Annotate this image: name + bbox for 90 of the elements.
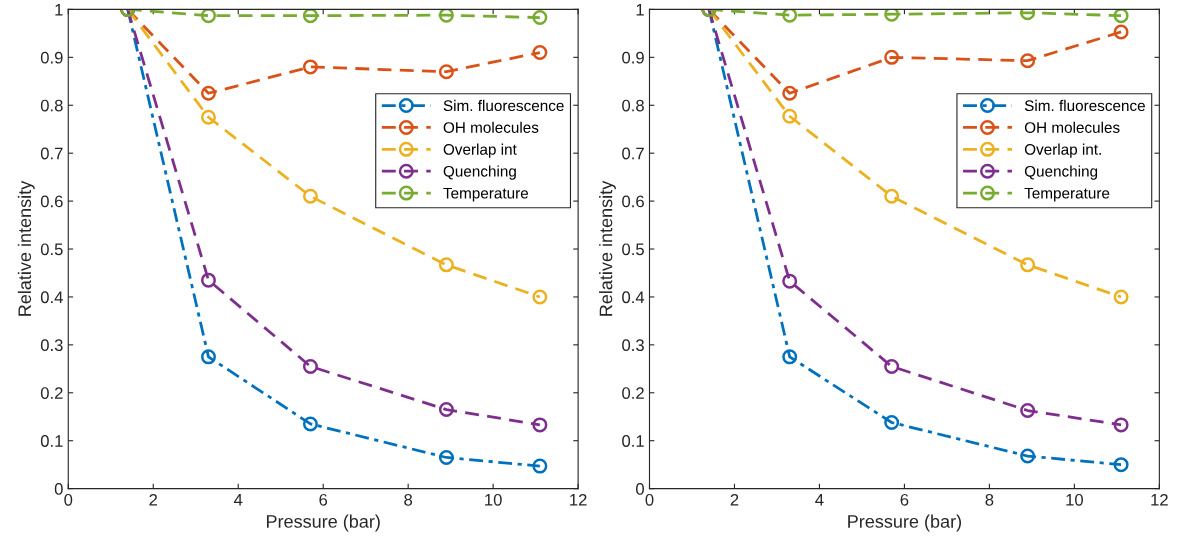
y-tick-label: 0.8 xyxy=(40,99,63,112)
legend-label: Overlap int xyxy=(443,143,517,158)
y-tick-label: 0.4 xyxy=(40,291,63,304)
point xyxy=(782,349,798,365)
point xyxy=(200,85,216,101)
point xyxy=(532,10,548,26)
point xyxy=(884,358,900,374)
point xyxy=(302,188,318,204)
point xyxy=(884,49,900,65)
x-tick-label: 4 xyxy=(815,494,824,506)
point xyxy=(200,9,216,24)
point xyxy=(532,289,548,305)
y-axis-title: Relative intensity xyxy=(599,180,616,316)
x-tick-label: 2 xyxy=(149,493,158,506)
y-tick-label: 0.5 xyxy=(622,243,644,256)
y-tick-label: 0 xyxy=(636,483,644,495)
point xyxy=(1020,448,1036,464)
legend-label: Overlap int. xyxy=(1024,143,1101,158)
legend-label: OH molecules xyxy=(1024,121,1120,133)
point xyxy=(1020,9,1036,21)
point xyxy=(1020,403,1036,419)
y-tick-label: 0.1 xyxy=(622,435,644,447)
point xyxy=(1020,257,1036,273)
point xyxy=(438,257,454,273)
y-tick-label: 0.4 xyxy=(622,291,645,304)
y-tick-label: 0.6 xyxy=(622,195,644,208)
point xyxy=(438,64,454,80)
y-tick-label: 0.2 xyxy=(622,387,644,399)
x-tick-label: 12 xyxy=(1151,493,1168,506)
point xyxy=(200,109,216,125)
point xyxy=(1113,457,1129,473)
x-tick-label: 2 xyxy=(730,493,739,506)
point xyxy=(1113,24,1129,40)
x-tick-label: 10 xyxy=(485,493,502,506)
legend-label: Sim. fluorescence xyxy=(443,99,564,112)
point xyxy=(532,45,548,61)
point xyxy=(438,9,454,23)
y-tick-label: 1 xyxy=(636,3,644,16)
x-tick-label: 0 xyxy=(645,493,654,506)
point xyxy=(782,108,798,124)
y-tick-label: 0.9 xyxy=(40,51,63,64)
point xyxy=(1113,9,1129,24)
y-tick-label: 0 xyxy=(54,483,63,495)
y-tick-label: 0.5 xyxy=(40,243,63,256)
y-tick-label: 0.6 xyxy=(40,195,63,208)
point xyxy=(884,415,900,430)
x-tick-label: 6 xyxy=(319,493,328,506)
x-tick-label: 0 xyxy=(64,493,73,506)
y-tick-label: 0.8 xyxy=(622,99,644,112)
point xyxy=(302,9,318,24)
x-axis-title: Pressure (bar) xyxy=(848,514,961,532)
legend-label: Sim. fluorescence xyxy=(1024,99,1145,112)
x-tick-label: 12 xyxy=(570,493,587,506)
point xyxy=(1020,53,1036,69)
legend-label: Quenching xyxy=(443,165,516,180)
point xyxy=(532,458,548,474)
x-tick-label: 8 xyxy=(985,493,994,506)
y-tick-label: 0.7 xyxy=(622,147,644,160)
x-tick-label: 6 xyxy=(900,493,909,506)
point xyxy=(1113,289,1129,305)
legend-label: Quenching xyxy=(1024,165,1098,180)
x-tick-label: 8 xyxy=(404,493,413,506)
point xyxy=(302,59,318,75)
point xyxy=(782,85,798,101)
y-tick-label: 0.2 xyxy=(40,387,63,399)
y-tick-label: 0.7 xyxy=(40,147,63,160)
point xyxy=(782,273,798,289)
point xyxy=(532,417,548,433)
y-tick-label: 0.9 xyxy=(622,51,644,64)
y-tick-label: 0.3 xyxy=(40,339,63,352)
point xyxy=(438,449,454,465)
y-tick-label: 0.3 xyxy=(622,339,644,352)
y-axis-title: Relative intensity xyxy=(17,180,35,316)
point xyxy=(200,272,216,288)
point xyxy=(302,416,318,432)
point xyxy=(438,402,454,418)
x-tick-label: 4 xyxy=(233,494,243,506)
legend-label: Temperature xyxy=(1024,187,1110,202)
point xyxy=(302,358,318,374)
point xyxy=(884,188,900,204)
legend-label: Temperature xyxy=(443,187,529,202)
x-axis-title: Pressure (bar) xyxy=(266,514,380,532)
legend-label: OH molecules xyxy=(443,121,539,133)
point xyxy=(1113,417,1129,433)
y-tick-label: 0.1 xyxy=(40,435,63,447)
point xyxy=(782,9,798,23)
point xyxy=(884,9,900,22)
y-tick-label: 1 xyxy=(55,3,63,16)
x-tick-label: 10 xyxy=(1066,493,1083,506)
point xyxy=(200,349,216,365)
